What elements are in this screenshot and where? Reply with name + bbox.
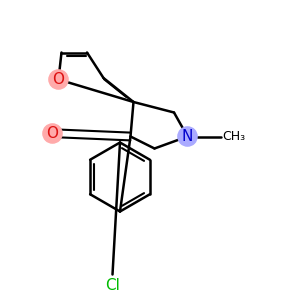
Text: O: O <box>46 126 58 141</box>
Text: O: O <box>52 72 64 87</box>
Circle shape <box>43 124 62 143</box>
Circle shape <box>49 70 68 89</box>
Circle shape <box>178 127 197 146</box>
Text: CH₃: CH₃ <box>222 130 245 143</box>
Text: Cl: Cl <box>105 278 120 292</box>
Text: N: N <box>182 129 193 144</box>
